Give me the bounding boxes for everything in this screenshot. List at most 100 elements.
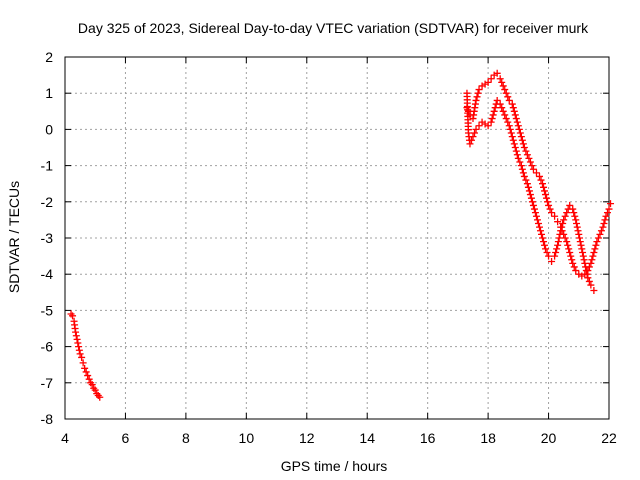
data-point-interp — [554, 238, 562, 246]
data-point-interp — [580, 256, 588, 264]
data-point-interp — [72, 332, 80, 340]
data-point-interp — [498, 104, 506, 112]
data-point-interp — [510, 140, 518, 148]
data-point — [535, 172, 543, 180]
data-point — [539, 180, 547, 188]
data-point — [81, 364, 89, 372]
data-point-interp — [582, 263, 590, 271]
y-tick-label: 1 — [45, 85, 53, 101]
data-point-interp — [525, 154, 533, 162]
data-points — [67, 69, 615, 401]
data-point — [587, 281, 595, 289]
data-point-interp — [506, 125, 514, 133]
data-point-interp — [528, 198, 536, 206]
y-axis-label: SDTVAR / TECUs — [6, 181, 22, 293]
data-point-interp — [574, 227, 582, 235]
data-point — [554, 241, 562, 249]
data-point — [563, 238, 571, 246]
data-point-interp — [524, 183, 532, 191]
data-point-interp — [588, 256, 596, 264]
x-tick-label: 14 — [359, 430, 375, 446]
data-point — [76, 350, 84, 358]
y-tick-label: 0 — [45, 121, 53, 137]
chart-title: Day 325 of 2023, Sidereal Day-to-day VTE… — [78, 20, 589, 36]
data-point — [496, 100, 504, 108]
data-point-interp — [467, 136, 475, 144]
data-point-interp — [474, 89, 482, 97]
y-tick-label: -6 — [41, 339, 54, 355]
data-point — [514, 154, 522, 162]
data-point-interp — [597, 227, 605, 235]
data-point — [590, 248, 598, 256]
data-point-interp — [471, 129, 479, 137]
data-point — [545, 252, 553, 260]
data-point-interp — [561, 212, 569, 220]
data-point — [96, 393, 104, 401]
data-point-interp — [570, 209, 578, 217]
y-tick-label: -2 — [41, 194, 54, 210]
data-point — [85, 375, 93, 383]
data-point — [587, 259, 595, 267]
y-tick-label: -5 — [41, 302, 54, 318]
data-point-interp — [491, 104, 499, 112]
data-point — [539, 234, 547, 242]
data-point — [508, 100, 516, 108]
y-tick-label: -7 — [41, 375, 54, 391]
data-point-interp — [509, 136, 517, 144]
data-point — [548, 209, 556, 217]
data-point — [91, 386, 99, 394]
data-point — [502, 89, 510, 97]
data-point-interp — [504, 118, 512, 126]
data-point — [505, 96, 513, 104]
data-point — [607, 200, 615, 208]
data-point-interp — [543, 194, 551, 202]
data-point — [484, 78, 492, 86]
x-tick-label: 4 — [61, 430, 69, 446]
data-point — [493, 69, 501, 77]
data-point — [532, 169, 540, 177]
data-point — [523, 151, 531, 159]
data-point-interp — [544, 198, 552, 206]
data-point-interp — [564, 241, 572, 249]
data-point — [472, 125, 480, 133]
data-point-interp — [555, 234, 563, 242]
data-point — [82, 368, 90, 376]
data-point — [496, 75, 504, 83]
data-point — [602, 212, 610, 220]
data-point-interp — [600, 220, 608, 228]
data-point-interp — [516, 129, 524, 137]
data-point — [526, 158, 534, 166]
data-point-interp — [528, 162, 536, 170]
x-tick-label: 6 — [122, 430, 130, 446]
data-point-interp — [534, 220, 542, 228]
data-point — [78, 353, 86, 361]
data-point-interp — [512, 147, 520, 155]
data-point — [499, 82, 507, 90]
data-point — [566, 248, 574, 256]
data-point-interp — [567, 252, 575, 260]
data-point-interp — [527, 194, 535, 202]
data-point-interp — [501, 86, 509, 94]
data-point — [578, 245, 586, 253]
data-point — [572, 267, 580, 275]
data-point — [84, 372, 92, 380]
data-point — [499, 107, 507, 115]
y-tick-label: -1 — [41, 158, 54, 174]
x-tick-label: 10 — [239, 430, 255, 446]
data-point-interp — [540, 183, 548, 191]
data-point-interp — [570, 263, 578, 271]
data-point — [69, 312, 77, 320]
data-point — [572, 216, 580, 224]
x-axis-label: GPS time / hours — [281, 458, 388, 474]
data-point — [514, 122, 522, 130]
data-point-interp — [573, 223, 581, 231]
data-point — [72, 328, 80, 336]
data-point — [596, 230, 604, 238]
data-point — [520, 172, 528, 180]
data-point-interp — [498, 78, 506, 86]
data-point-interp — [553, 245, 561, 253]
data-point-interp — [559, 220, 567, 228]
data-point — [569, 205, 577, 213]
data-point — [542, 191, 550, 199]
